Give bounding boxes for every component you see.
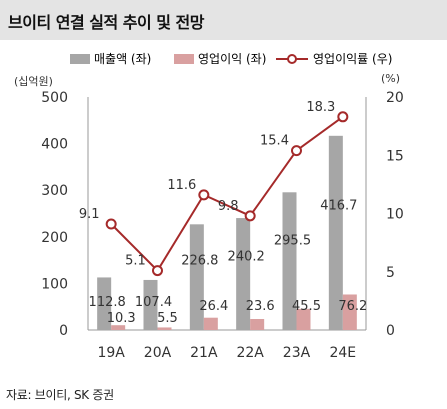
bar-revenue bbox=[282, 192, 297, 330]
chart: 매출액 (좌) 영업이익 (좌) 영업이익률 (우)(십억원) (%)01002003… bbox=[14, 52, 404, 361]
right-tick-label: 15 bbox=[386, 148, 404, 164]
bar-operating-profit bbox=[157, 327, 172, 330]
data-label-operating-profit: 5.5 bbox=[157, 311, 178, 326]
chart-title: 브이티 연결 실적 추이 및 전망 bbox=[8, 13, 205, 32]
data-label-revenue: 240.2 bbox=[228, 250, 265, 265]
data-label-margin: 5.1 bbox=[125, 254, 146, 269]
data-label-operating-profit: 76.2 bbox=[338, 299, 367, 314]
line-marker bbox=[198, 189, 210, 201]
bar-operating-profit bbox=[250, 319, 265, 330]
bar-revenue bbox=[97, 277, 112, 330]
bar-revenue bbox=[236, 218, 251, 330]
left-tick-label: 400 bbox=[41, 137, 68, 153]
data-label-revenue: 107.4 bbox=[135, 295, 172, 310]
bar-operating-profit bbox=[342, 294, 357, 330]
data-label-revenue: 226.8 bbox=[181, 253, 218, 268]
data-label-operating-profit: 23.6 bbox=[246, 299, 275, 314]
data-label-margin: 9.1 bbox=[79, 207, 100, 222]
bar-operating-profit bbox=[111, 325, 126, 330]
bar-operating-profit bbox=[203, 317, 218, 330]
right-axis-unit: (%) bbox=[381, 72, 400, 85]
data-label-revenue: 112.8 bbox=[89, 295, 126, 310]
bar-revenue bbox=[328, 135, 343, 330]
line-marker bbox=[244, 210, 256, 222]
left-tick-label: 100 bbox=[41, 276, 68, 292]
legend-label-0: 매출액 (좌) bbox=[94, 52, 151, 66]
right-tick-label: 10 bbox=[386, 207, 404, 223]
data-label-operating-profit: 45.5 bbox=[292, 299, 321, 314]
source-note: 자료: 브이티, SK 증권 bbox=[6, 388, 114, 402]
left-tick-label: 200 bbox=[41, 230, 68, 246]
right-tick-label: 5 bbox=[386, 265, 395, 281]
data-label-revenue: 416.7 bbox=[320, 199, 357, 214]
line-margin bbox=[110, 115, 344, 273]
legend-label-1: 영업이익 (좌) bbox=[198, 52, 266, 66]
data-label-operating-profit: 26.4 bbox=[199, 299, 228, 314]
left-tick-label: 0 bbox=[59, 323, 68, 339]
line-marker bbox=[105, 218, 117, 230]
data-label-operating-profit: 10.3 bbox=[107, 311, 136, 326]
data-label-revenue: 295.5 bbox=[274, 234, 311, 249]
data-label-margin: 11.6 bbox=[167, 178, 196, 193]
line-marker bbox=[337, 111, 349, 123]
bar-operating-profit bbox=[296, 308, 311, 330]
legend-label-2: 영업이익률 (우) bbox=[313, 52, 392, 66]
legend-swatch-0 bbox=[70, 54, 90, 64]
line-marker bbox=[291, 145, 302, 157]
right-tick-label: 20 bbox=[386, 90, 404, 106]
x-tick-label: 19A bbox=[97, 345, 125, 361]
data-label-margin: 9.8 bbox=[218, 199, 239, 214]
left-tick-label: 300 bbox=[41, 183, 68, 199]
title-bar: 브이티 연결 실적 추이 및 전망 bbox=[0, 0, 447, 40]
data-label-margin: 15.4 bbox=[260, 134, 289, 149]
x-tick-label: 24E bbox=[329, 345, 356, 361]
x-tick-label: 20A bbox=[144, 345, 172, 361]
left-tick-label: 500 bbox=[41, 90, 68, 106]
legend-line-marker bbox=[287, 54, 297, 64]
bar-revenue bbox=[143, 279, 158, 330]
right-tick-label: 0 bbox=[386, 323, 395, 339]
line-marker bbox=[152, 265, 163, 277]
x-tick-label: 23A bbox=[283, 345, 311, 361]
legend-swatch-1 bbox=[174, 54, 194, 64]
bar-revenue bbox=[189, 224, 204, 330]
left-axis-unit: (십억원) bbox=[14, 75, 53, 88]
data-label-margin: 18.3 bbox=[306, 100, 335, 115]
x-tick-label: 21A bbox=[190, 345, 218, 361]
x-tick-label: 22A bbox=[236, 345, 264, 361]
